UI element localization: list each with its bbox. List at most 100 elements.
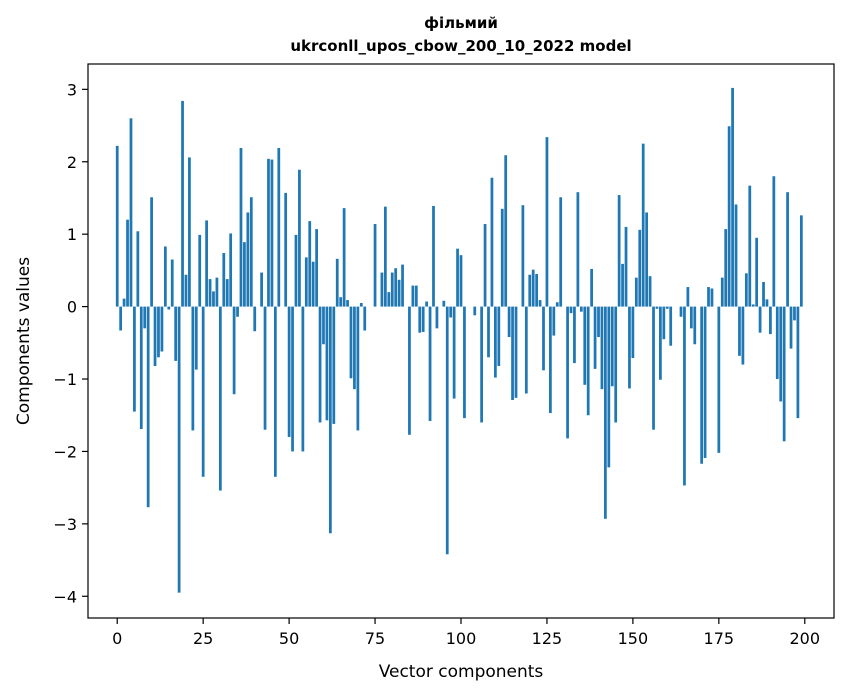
- bar-122: [535, 274, 539, 307]
- y-tick-label-3: 3: [67, 80, 77, 99]
- bar-128: [555, 302, 559, 307]
- bar-59: [318, 306, 322, 423]
- bar-13: [160, 306, 164, 352]
- bar-147: [621, 263, 624, 307]
- bar-29: [215, 277, 219, 307]
- bar-153: [641, 143, 645, 307]
- bar-151: [634, 277, 638, 307]
- bar-22: [191, 306, 195, 431]
- bar-161: [669, 306, 673, 346]
- bar-190: [769, 306, 772, 335]
- bar-196: [789, 306, 793, 349]
- bar-86: [411, 285, 415, 307]
- x-tick-label-150: 150: [618, 629, 649, 648]
- bar-186: [755, 237, 759, 307]
- bar-178: [727, 126, 731, 307]
- bar-80: [390, 272, 394, 307]
- bar-20: [184, 274, 188, 307]
- bar-132: [569, 306, 573, 314]
- chart-subtitle: ukrconll_upos_cbow_200_10_2022 model: [290, 37, 631, 55]
- bar-111: [497, 306, 501, 366]
- bar-98: [452, 306, 456, 399]
- bar-188: [762, 281, 765, 307]
- bar-197: [793, 306, 796, 321]
- bar-124: [542, 306, 545, 371]
- bar-5: [133, 306, 136, 412]
- chart-title: фільмий: [424, 14, 498, 32]
- x-axis: 0 25 50 75 100 125 150 175 200: [112, 618, 820, 648]
- bar-16: [170, 259, 174, 307]
- bar-192: [775, 306, 779, 380]
- bar-60: [322, 306, 325, 345]
- bar-62: [328, 306, 332, 534]
- bar-12: [157, 306, 160, 358]
- bar-43: [263, 306, 267, 430]
- y-tick-label--1: −1: [53, 370, 77, 389]
- y-axis-label: Components values: [14, 257, 34, 425]
- bar-135: [579, 306, 583, 312]
- bar-31: [222, 253, 226, 307]
- bar-189: [765, 299, 769, 307]
- bar-184: [748, 185, 752, 307]
- bar-27: [208, 279, 212, 307]
- bar-35: [236, 306, 239, 317]
- bar-78: [383, 206, 387, 307]
- bar-106: [480, 306, 483, 423]
- bar-39: [249, 197, 253, 307]
- bar-155: [648, 276, 652, 307]
- bar-156: [652, 306, 655, 430]
- bar-104: [473, 306, 477, 316]
- bar-2: [122, 298, 126, 307]
- bar-4: [129, 118, 133, 307]
- bar-164: [679, 306, 683, 317]
- bar-158: [659, 306, 662, 380]
- bar-28: [212, 291, 215, 307]
- bar-56: [308, 221, 312, 307]
- bar-51: [291, 306, 294, 452]
- bar-61: [325, 306, 329, 421]
- bar-185: [751, 304, 755, 307]
- bar-38: [246, 212, 250, 307]
- bar-168: [693, 306, 697, 345]
- bar-53: [298, 169, 301, 307]
- bar-140: [597, 306, 600, 338]
- bar-89: [421, 306, 425, 332]
- bar-137: [586, 306, 590, 416]
- y-tick-label--2: −2: [53, 442, 77, 461]
- bar-44: [267, 158, 270, 307]
- x-tick-label-50: 50: [279, 629, 299, 648]
- bar-34: [232, 306, 236, 395]
- bar-120: [528, 274, 532, 307]
- bar-55: [304, 257, 308, 307]
- bar-82: [397, 279, 401, 307]
- bar-14: [163, 246, 167, 307]
- bar-193: [779, 306, 783, 402]
- bar-171: [703, 306, 707, 458]
- bar-54: [301, 306, 305, 452]
- bar-42: [260, 272, 263, 307]
- bar-136: [583, 306, 587, 385]
- bar-24: [198, 234, 202, 307]
- bar-123: [538, 300, 542, 307]
- bar-146: [617, 195, 621, 307]
- y-tick-label-1: 1: [67, 225, 77, 244]
- bar-70: [356, 306, 360, 431]
- bar-118: [521, 205, 525, 307]
- bar-143: [607, 306, 611, 468]
- bar-30: [218, 306, 222, 491]
- bar-100: [459, 255, 463, 307]
- bar-110: [494, 306, 497, 378]
- bar-85: [408, 306, 411, 435]
- bar-165: [683, 306, 686, 486]
- bar-8: [143, 306, 147, 329]
- bar-series: [115, 87, 803, 593]
- bar-150: [631, 306, 635, 359]
- bar-32: [225, 279, 229, 307]
- bar-149: [628, 306, 631, 389]
- bar-166: [686, 287, 690, 307]
- bar-198: [796, 306, 800, 419]
- bar-17: [174, 306, 178, 361]
- bar-37: [243, 242, 246, 307]
- bar-119: [524, 306, 528, 394]
- bar-141: [600, 306, 604, 390]
